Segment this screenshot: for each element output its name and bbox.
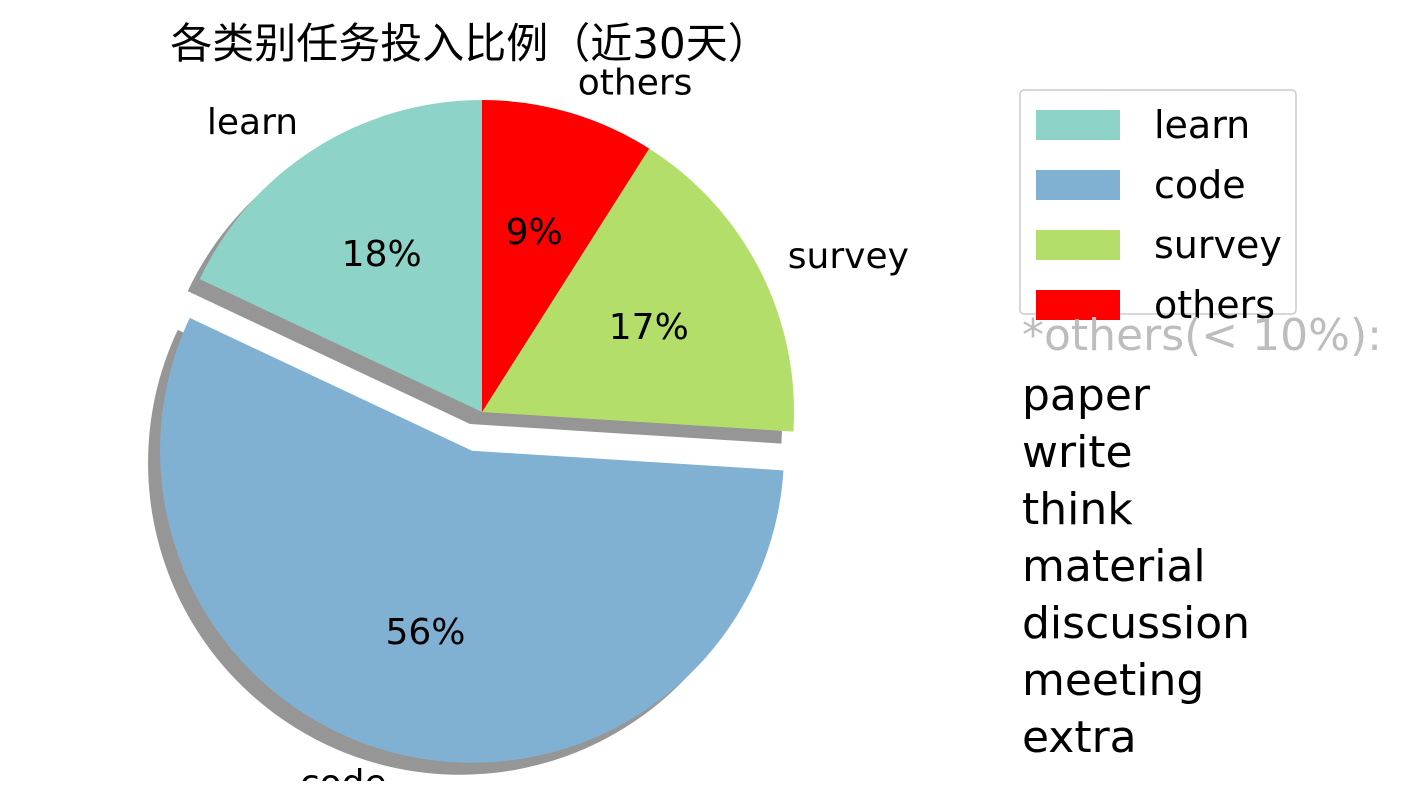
legend-swatch-others [1036,290,1120,320]
legend-swatch-learn [1036,110,1120,140]
slice-labels: learn code survey others [207,62,909,785]
legend-label-others: others [1154,283,1275,327]
legend-label-learn: learn [1154,103,1250,147]
annotation-item: paper [1022,370,1151,421]
pie-slice-survey [482,148,794,432]
percent-label-code: 56% [385,612,465,653]
legend-swatch-survey [1036,230,1120,260]
slice-label-others: others [578,62,693,103]
annotation-header: *others(< 10%): [1022,310,1382,361]
percent-label-survey: 17% [609,307,689,348]
percent-label-others: 9% [506,212,563,253]
slice-label-survey: survey [788,236,909,277]
pie-slice-code [160,317,784,763]
legend-label-code: code [1154,163,1246,207]
legend-label-survey: survey [1154,223,1282,267]
pie-slice-others [482,100,650,412]
slices [160,100,794,763]
annotation-item: meeting [1022,655,1204,706]
annotation-item: material [1022,541,1206,592]
chart-title: 各类别任务投入比例（近30天） [170,19,769,68]
slice-label-learn: learn [207,102,298,143]
legend: learn code survey others [1019,89,1297,327]
annotation-item: extra [1022,712,1137,763]
annotation-item: think [1022,484,1133,535]
others-annotation: *others(< 10%): paper write think material d… [1022,310,1382,763]
annotation-item: discussion [1022,598,1250,649]
pie-slice-learn [199,100,482,412]
percent-labels: 18% 56% 17% 9% [342,212,689,653]
percent-label-learn: 18% [342,234,422,275]
legend-swatch-code [1036,170,1120,200]
slice-label-code: code [300,763,387,781]
annotation-item: write [1022,427,1133,478]
